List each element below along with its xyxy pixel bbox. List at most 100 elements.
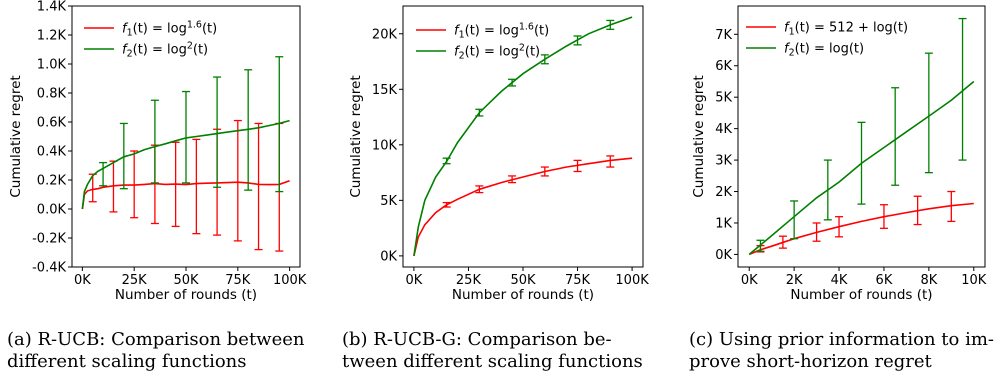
errorbar-1-8 bbox=[233, 119, 242, 242]
errorbar-1-3 bbox=[812, 222, 821, 242]
errorbar-1-3 bbox=[508, 175, 517, 184]
legend-entry-2: f2(t) = log2(t) bbox=[122, 41, 208, 60]
errorbar-2-4 bbox=[540, 54, 549, 65]
errorbar-1-6 bbox=[192, 138, 201, 235]
legend: f1(t) = log1.6(t) f2(t) = log2(t) bbox=[416, 22, 549, 62]
caption-c-line-1: (c) Using prior information to im- bbox=[689, 329, 994, 350]
errorbar-2-6 bbox=[606, 19, 615, 30]
series-line-2 bbox=[748, 80, 975, 256]
errorbar-2-3 bbox=[823, 159, 832, 221]
y-axis-label: Cumulative regret bbox=[348, 75, 364, 197]
caption-a: (a) R-UCB: Comparison between different … bbox=[7, 329, 304, 373]
x-axis-label: Number of rounds (t) bbox=[115, 287, 257, 303]
x-tick-label: 8K bbox=[920, 273, 937, 288]
series-line-1 bbox=[413, 157, 633, 257]
caption-a-line-2: different scaling functions bbox=[7, 351, 247, 372]
errorbar-2-5 bbox=[891, 87, 900, 186]
errorbar-1-1 bbox=[88, 173, 97, 203]
errorbar-1-4 bbox=[835, 216, 844, 238]
y-tick-label: 0.4K bbox=[37, 145, 67, 160]
legend-entry-1: f1(t) = log1.6(t) bbox=[454, 22, 549, 41]
caption-b: (b) R-UCB-G: Comparison be- tween differ… bbox=[342, 329, 643, 373]
errorbar-2-5 bbox=[573, 35, 582, 46]
x-tick-label: 100K bbox=[273, 273, 307, 288]
x-axis-label: Number of rounds (t) bbox=[790, 287, 932, 303]
x-tick-label: 100K bbox=[615, 273, 649, 288]
errorbar-2-6 bbox=[244, 69, 253, 191]
caption-b-line-2: tween different scaling functions bbox=[342, 351, 643, 372]
errorbar-1-3 bbox=[130, 150, 139, 219]
legend: f1(t) = log1.6(t) f2(t) = log2(t) bbox=[84, 20, 217, 60]
x-tick-label: 2K bbox=[786, 273, 803, 288]
x-tick-label: 50K bbox=[173, 273, 199, 288]
y-tick-label: 4K bbox=[715, 122, 732, 137]
errorbar-1-5 bbox=[573, 159, 582, 173]
legend-entry-1: f1(t) = 512 + log(t) bbox=[784, 21, 908, 38]
y-tick-label: 1.2K bbox=[37, 29, 67, 44]
caption-b-line-1: (b) R-UCB-G: Comparison be- bbox=[342, 329, 612, 350]
errorbar-1-2 bbox=[778, 235, 787, 249]
errorbar-2-1 bbox=[442, 157, 451, 165]
errorbar-1-5 bbox=[879, 204, 888, 229]
series-line-1 bbox=[81, 179, 290, 210]
y-tick-label: 0.2K bbox=[37, 174, 67, 189]
x-tick-label: 25K bbox=[122, 273, 148, 288]
errorbar-1-9 bbox=[254, 122, 263, 251]
errorbar-1-7 bbox=[947, 190, 956, 223]
chart-panel-1: 0K 25K 50K 75K 100K -0.4K -0.2K 0.0K 0.2K 0.4K 0.6… bbox=[8, 0, 307, 303]
x-axis-label: Number of rounds (t) bbox=[452, 287, 594, 303]
legend-entry-2: f2(t) = log2(t) bbox=[454, 43, 540, 62]
y-tick-label: 3K bbox=[715, 154, 732, 169]
legend-entry-1: f1(t) = log1.6(t) bbox=[122, 20, 217, 39]
caption-c-line-2: prove short-horizon regret bbox=[689, 351, 932, 372]
errorbar-2-7 bbox=[275, 56, 284, 193]
y-tick-label: 1.0K bbox=[37, 58, 67, 73]
x-tick-label: 0K bbox=[741, 273, 758, 288]
errorbar-1-6 bbox=[606, 155, 615, 168]
y-tick-label: 5K bbox=[715, 91, 732, 106]
errorbar-1-4 bbox=[540, 166, 549, 177]
legend: f1(t) = 512 + log(t) f2(t) = log(t) bbox=[746, 21, 908, 59]
y-axis-label: Cumulative regret bbox=[691, 75, 707, 197]
errorbar-2-5 bbox=[213, 76, 222, 188]
axes-frame bbox=[737, 5, 986, 268]
y-tick-label: 5K bbox=[380, 194, 397, 209]
y-tick-label: 1K bbox=[715, 216, 732, 231]
y-tick-label: 20K bbox=[372, 27, 398, 42]
y-tick-label: 10K bbox=[372, 138, 398, 153]
errorbar-2-7 bbox=[958, 17, 967, 161]
x-tick-label: 75K bbox=[565, 273, 591, 288]
series-line-1 bbox=[748, 202, 974, 256]
series-line-2 bbox=[413, 16, 633, 257]
y-tick-label: -0.2K bbox=[32, 232, 66, 247]
series-line-2 bbox=[81, 119, 290, 210]
y-tick-label: 2K bbox=[715, 185, 732, 200]
y-tick-label: 15K bbox=[372, 83, 398, 98]
errorbar-2-4 bbox=[182, 90, 190, 184]
errorbar-2-3 bbox=[508, 78, 517, 87]
errorbar-2-2 bbox=[790, 200, 799, 240]
y-tick-label: -0.4K bbox=[32, 261, 66, 276]
y-tick-label: 0K bbox=[715, 248, 732, 263]
x-tick-label: 4K bbox=[831, 273, 848, 288]
x-tick-label: 10K bbox=[961, 273, 987, 288]
errorbar-2-2 bbox=[119, 122, 128, 190]
x-tick-label: 50K bbox=[510, 273, 536, 288]
caption-a-line-1: (a) R-UCB: Comparison between bbox=[7, 329, 305, 350]
y-tick-label: 7K bbox=[715, 28, 732, 43]
y-tick-label: 6K bbox=[715, 59, 732, 74]
y-tick-label: 0K bbox=[380, 249, 397, 264]
errorbar-1-1 bbox=[442, 201, 451, 208]
errorbar-2-1 bbox=[756, 239, 765, 252]
errorbar-2-1 bbox=[99, 161, 108, 187]
caption-c: (c) Using prior information to im- prove… bbox=[689, 329, 994, 373]
figure-canvas: 0K 25K 50K 75K 100K -0.4K -0.2K 0.0K 0.2K 0.4K 0.6… bbox=[8, 0, 987, 303]
y-tick-label: 0.0K bbox=[37, 203, 67, 218]
errorbar-2-3 bbox=[150, 99, 159, 184]
legend-entry-2: f2(t) = log(t) bbox=[784, 42, 864, 59]
x-tick-label: 0K bbox=[74, 273, 91, 288]
y-tick-label: 1.4K bbox=[37, 0, 67, 15]
chart-panel-3: 0K 2K 4K 6K 8K 10K 0K 1K 2K 3K 4K 5K 6K 7K Number of r… bbox=[691, 5, 987, 303]
x-tick-label: 0K bbox=[406, 273, 423, 288]
y-tick-label: 0.8K bbox=[37, 87, 67, 102]
